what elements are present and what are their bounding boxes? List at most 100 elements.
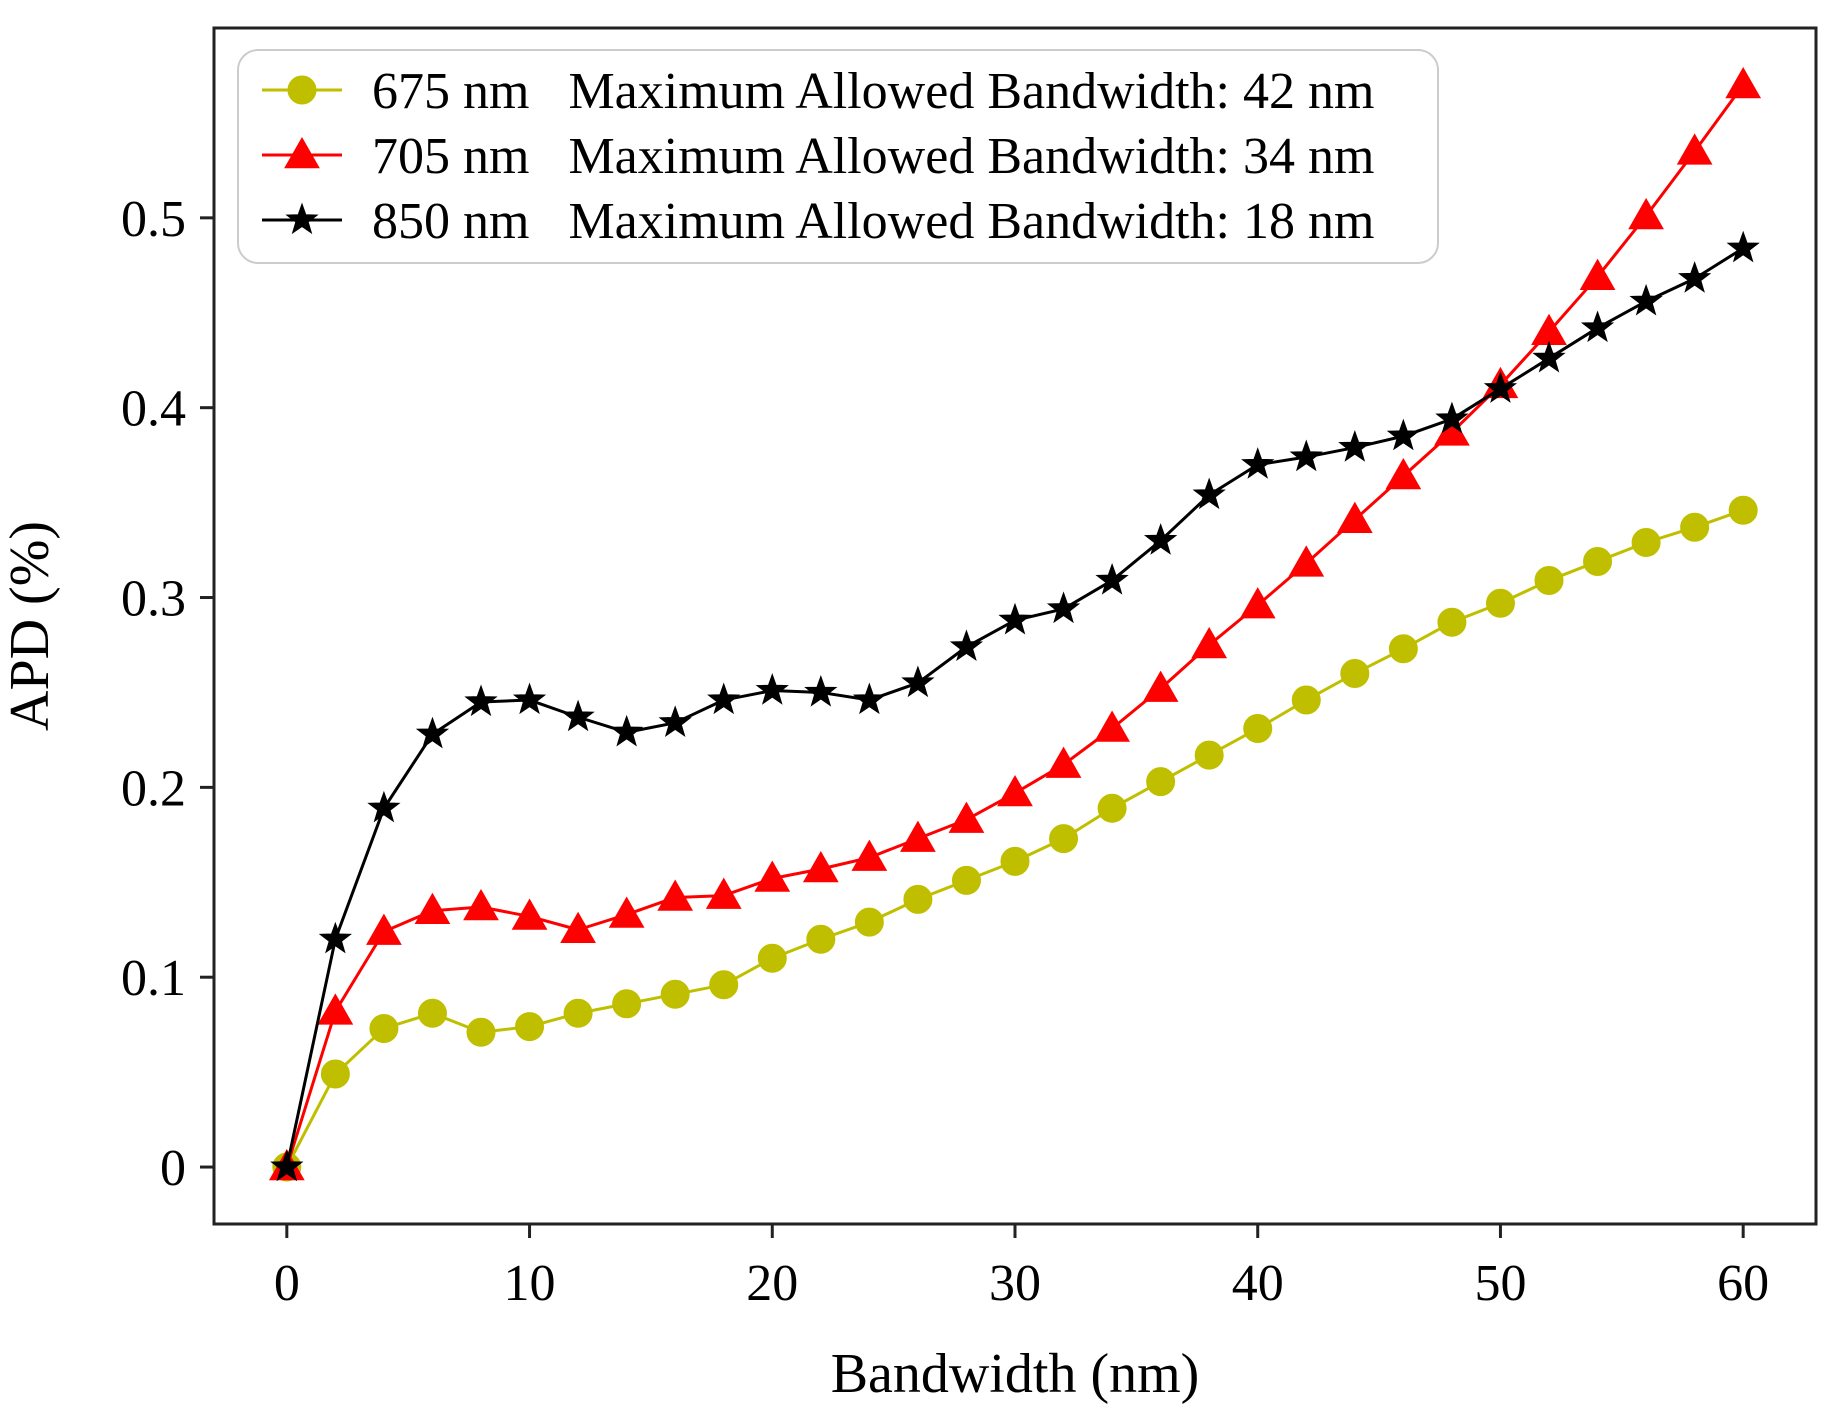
data-point xyxy=(948,801,985,833)
data-point xyxy=(367,790,401,823)
data-point xyxy=(512,682,547,715)
data-point xyxy=(851,839,888,871)
data-point xyxy=(755,673,789,705)
series-850-nm xyxy=(270,230,1760,1182)
data-point xyxy=(560,911,596,943)
data-point xyxy=(1628,197,1664,230)
data-point xyxy=(997,775,1033,807)
data-point xyxy=(1532,340,1566,373)
data-point xyxy=(900,820,936,852)
data-point xyxy=(1291,685,1321,715)
data-point xyxy=(1049,824,1079,854)
data-point xyxy=(563,998,593,1028)
data-point xyxy=(608,896,645,928)
y-tick-label: 0 xyxy=(160,1140,186,1197)
data-point xyxy=(515,1012,545,1042)
y-axis: 0 0.1 0.2 0.3 0.4 0.5 xyxy=(121,191,214,1197)
data-point xyxy=(806,924,836,954)
data-point xyxy=(754,860,791,892)
data-point xyxy=(949,629,984,662)
x-tick-label: 40 xyxy=(1232,1255,1284,1312)
data-point xyxy=(658,705,692,737)
data-point xyxy=(901,665,935,698)
legend-label: 675 nm Maximum Allowed Bandwidth: 42 nm xyxy=(372,63,1374,120)
y-axis-label: APD (%) xyxy=(0,521,61,731)
y-tick-label: 0.3 xyxy=(121,571,186,628)
series-675-nm xyxy=(272,495,1758,1182)
data-point xyxy=(1579,258,1616,290)
data-point xyxy=(998,602,1032,635)
data-point xyxy=(1192,477,1226,510)
data-point xyxy=(1241,447,1275,479)
data-point xyxy=(1095,562,1129,595)
data-point xyxy=(1483,371,1518,403)
data-point xyxy=(1678,261,1712,293)
data-point xyxy=(1288,545,1325,577)
data-point xyxy=(464,684,498,717)
data-point xyxy=(1580,310,1615,343)
x-axis-label: Bandwidth (nm) xyxy=(831,1343,1200,1405)
data-point xyxy=(466,1017,496,1047)
y-tick-label: 0.4 xyxy=(121,381,186,438)
x-tick-label: 20 xyxy=(746,1255,798,1312)
legend-label: 705 nm Maximum Allowed Bandwidth: 34 nm xyxy=(372,128,1374,185)
legend-marker xyxy=(285,202,319,235)
data-point xyxy=(561,699,595,732)
data-point xyxy=(854,907,884,937)
data-point xyxy=(318,921,352,954)
legend: 675 nm Maximum Allowed Bandwidth: 42 nm 7… xyxy=(237,49,1439,264)
y-tick-label: 0.1 xyxy=(121,950,186,1007)
data-point xyxy=(1336,501,1373,533)
data-point xyxy=(369,1013,399,1043)
data-point xyxy=(1046,591,1081,624)
data-point xyxy=(366,913,402,945)
data-point xyxy=(1485,588,1515,618)
data-point xyxy=(317,993,354,1025)
data-point xyxy=(1583,546,1613,576)
legend-marker xyxy=(284,136,320,169)
data-point xyxy=(1340,658,1370,688)
data-point xyxy=(1725,66,1762,99)
data-point xyxy=(1194,740,1224,770)
y-tick-label: 0.2 xyxy=(121,760,186,817)
data-point xyxy=(1388,634,1418,664)
data-point xyxy=(707,682,741,715)
data-point xyxy=(757,943,787,973)
data-point xyxy=(1437,607,1467,637)
data-point xyxy=(415,716,450,749)
data-point xyxy=(1680,512,1710,542)
data-point xyxy=(804,674,838,707)
data-point xyxy=(1631,527,1661,557)
data-point xyxy=(1239,587,1276,619)
data-point xyxy=(1629,283,1663,316)
data-point xyxy=(1386,418,1420,451)
data-point xyxy=(951,865,981,895)
x-tick-label: 50 xyxy=(1474,1255,1526,1312)
legend-box xyxy=(237,49,1439,264)
data-point xyxy=(1000,846,1030,876)
data-point xyxy=(1045,746,1082,778)
data-point xyxy=(1289,439,1323,472)
data-point xyxy=(1338,430,1372,462)
data-point xyxy=(610,714,644,747)
data-point xyxy=(511,898,548,930)
data-point xyxy=(1191,626,1228,659)
x-tick-label: 10 xyxy=(504,1255,556,1312)
x-axis: 0 10 20 30 40 50 60 xyxy=(274,1224,1769,1312)
data-point xyxy=(612,989,642,1019)
data-point xyxy=(270,1149,304,1182)
data-point xyxy=(463,888,499,921)
series-layer xyxy=(268,66,1762,1182)
data-point xyxy=(1146,767,1176,797)
data-point xyxy=(657,879,694,911)
data-point xyxy=(1435,401,1469,434)
y-tick-label: 0.5 xyxy=(121,191,186,248)
legend-marker xyxy=(287,75,317,105)
data-point xyxy=(709,970,739,1000)
data-point xyxy=(1676,133,1713,165)
data-point xyxy=(1385,458,1422,490)
data-point xyxy=(705,877,742,909)
data-point xyxy=(852,682,886,715)
data-point xyxy=(1534,565,1564,595)
